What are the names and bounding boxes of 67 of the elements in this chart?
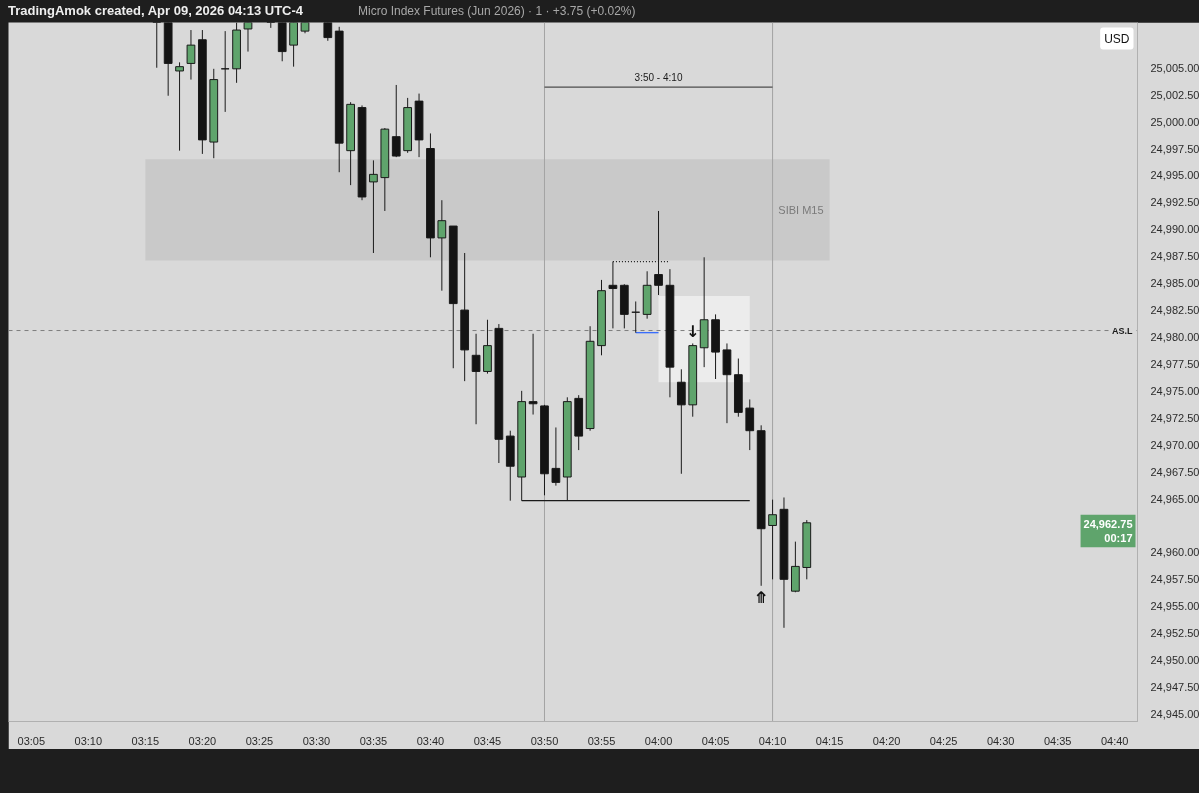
- y-tick-label: 24,985.00: [1150, 277, 1199, 290]
- x-tick-label: 03:35: [359, 734, 388, 747]
- candlestick: [391, 84, 401, 158]
- x-tick-label: 03:30: [302, 734, 331, 747]
- x-tick-label: 03:40: [416, 734, 445, 747]
- y-tick-label: 24,970.00: [1150, 438, 1199, 451]
- y-tick-label: 24,997.50: [1150, 142, 1199, 155]
- candlestick: [243, 22, 253, 53]
- candlestick: [289, 22, 298, 68]
- candlestick: [551, 426, 561, 487]
- y-tick-label: 25,000.00: [1150, 115, 1199, 128]
- y-tick-label: 24,982.50: [1150, 304, 1199, 317]
- series-label: 3:50 - 4:10: [634, 72, 683, 84]
- x-tick-label: 03:10: [74, 734, 103, 747]
- x-tick-label: 03:05: [17, 734, 46, 747]
- y-axis-title: USD: [1104, 31, 1130, 46]
- annotation: ⤊: [754, 587, 768, 607]
- y-tick-label: 24,945.00: [1150, 707, 1199, 720]
- y-tick-label: 25,002.50: [1150, 88, 1199, 101]
- x-tick-label: 03:15: [131, 734, 160, 747]
- y-tick-label: 24,960.00: [1150, 546, 1199, 559]
- candlestick: [471, 333, 481, 425]
- x-tick-label: 03:55: [587, 734, 616, 747]
- x-tick-label: 04:15: [815, 734, 844, 747]
- x-tick-label: 04:05: [701, 734, 730, 747]
- candlestick: [437, 199, 447, 292]
- candlestick: [654, 210, 663, 296]
- candlestick: [768, 499, 777, 580]
- candlestick: [676, 368, 686, 475]
- candlestick: [186, 29, 196, 81]
- y-tick-label: 25,005.00: [1150, 61, 1199, 74]
- candlestick: [175, 61, 184, 152]
- candlestick: [369, 159, 378, 254]
- x-tick-label: 04:35: [1043, 734, 1072, 747]
- annotation: 24,962.75 00:17: [1083, 517, 1133, 545]
- y-tick-label: 24,977.50: [1150, 357, 1199, 370]
- chart-subtitle: Micro Index Futures (Jun 2026) · 1 · +3.75 (+0.02%): [358, 3, 636, 20]
- ref-line-label: AS.L: [1112, 325, 1133, 336]
- y-tick-label: 24,957.50: [1150, 573, 1199, 586]
- x-tick-label: 04:25: [929, 734, 958, 747]
- annotation: ↓: [686, 322, 700, 342]
- y-tick-label: 24,965.00: [1150, 492, 1199, 505]
- y-tick-label: 24,952.50: [1150, 627, 1199, 640]
- chart-title: TradingAmok created, Apr 09, 2026 04:13 UTC-4: [8, 2, 304, 20]
- y-tick-label: 24,947.50: [1150, 681, 1199, 694]
- x-tick-label: 04:00: [644, 734, 673, 747]
- x-tick-label: 04:20: [872, 734, 901, 747]
- x-tick-label: 04:40: [1100, 734, 1129, 747]
- y-tick-label: 24,992.50: [1150, 196, 1199, 209]
- y-tick-label: 24,972.50: [1150, 411, 1199, 424]
- candlestick: [745, 398, 755, 451]
- x-tick-label: 03:20: [188, 734, 217, 747]
- y-tick-label: 24,995.00: [1150, 169, 1199, 182]
- annotation: SIBI M15: [778, 203, 824, 216]
- x-tick-label: 03:45: [473, 734, 502, 747]
- y-tick-label: 24,975.00: [1150, 384, 1199, 397]
- y-tick-label: 24,987.50: [1150, 250, 1199, 263]
- y-tick-label: 24,950.00: [1150, 654, 1199, 667]
- x-tick-label: 03:50: [530, 734, 559, 747]
- x-tick-label: 04:10: [758, 734, 787, 747]
- y-tick-label: 24,967.50: [1150, 465, 1199, 478]
- candlestick: [528, 333, 538, 416]
- x-tick-label: 03:25: [245, 734, 274, 747]
- y-tick-label: 24,955.00: [1150, 600, 1199, 613]
- y-tick-label: 24,990.00: [1150, 223, 1199, 236]
- y-tick-label: 24,980.00: [1150, 331, 1199, 343]
- x-tick-label: 04:30: [986, 734, 1015, 747]
